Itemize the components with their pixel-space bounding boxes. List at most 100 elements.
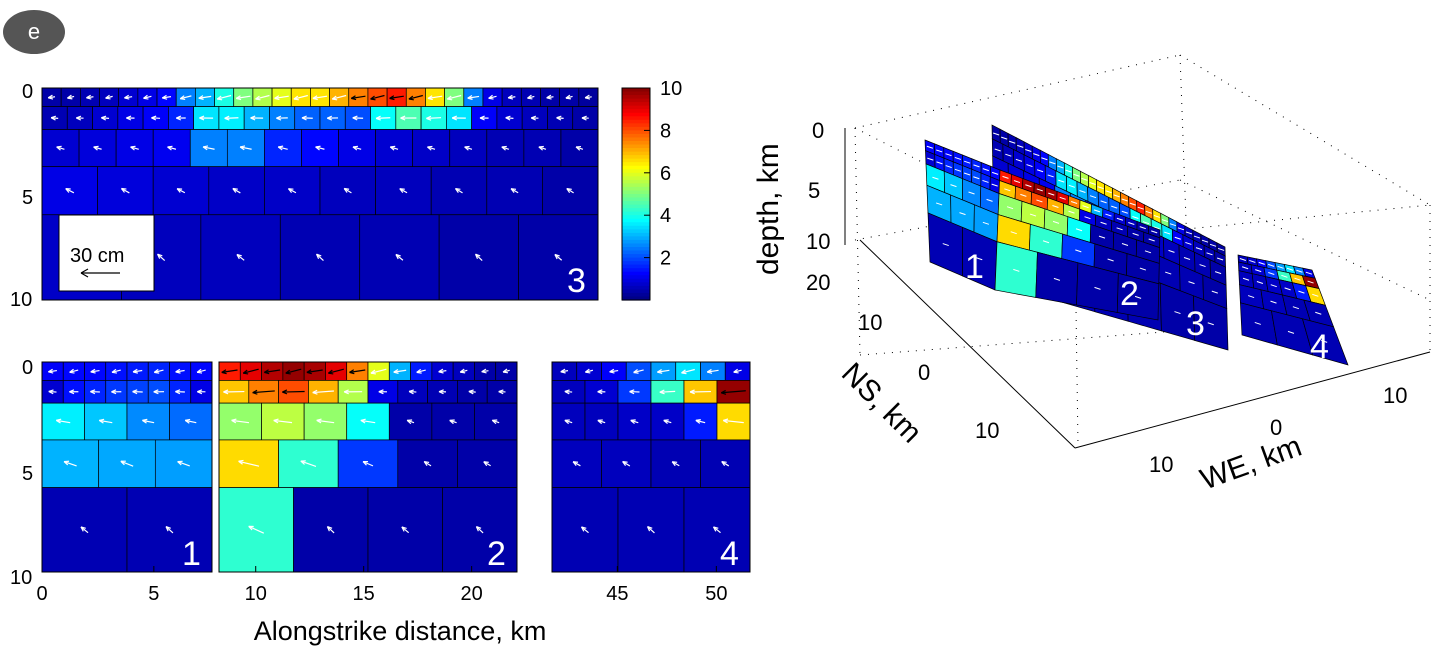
slip-arrow-head xyxy=(468,389,474,395)
slip-arrow-head xyxy=(50,115,57,121)
slip-arrow-3d xyxy=(1153,226,1160,230)
slip-arrow-3d xyxy=(973,176,980,180)
slip-arrow-head xyxy=(597,419,603,425)
slip-arrow-head xyxy=(264,369,270,375)
segment-label-3d: 2 xyxy=(1120,275,1139,313)
colorbar-step xyxy=(622,126,650,131)
slip-arrow-3d xyxy=(1153,214,1160,218)
slip-arrow-head xyxy=(597,389,603,395)
colorbar-step xyxy=(622,119,650,124)
colorbar-step xyxy=(622,289,650,294)
slip-arrow-head xyxy=(451,115,458,121)
segment-label-1: 1 xyxy=(182,535,201,573)
z-axis-title: depth, km xyxy=(752,143,785,275)
slip-arrow-3d xyxy=(1002,175,1009,179)
slip-arrow-3d xyxy=(1053,277,1061,281)
slip-arrow-head xyxy=(375,115,381,121)
slip-arrow-head xyxy=(76,115,82,121)
fault-surface-2 xyxy=(994,169,1161,321)
slip-arrow-head xyxy=(196,368,203,374)
slip-arrow-head xyxy=(560,368,566,374)
slip-arrow-3d xyxy=(927,157,934,161)
colorbar-tick-label: 10 xyxy=(660,78,682,100)
slip-arrow-head xyxy=(581,115,587,121)
slip-arrow-3d xyxy=(964,160,971,164)
slip-arrow xyxy=(349,369,366,373)
slip-arrow-3d xyxy=(1214,271,1222,275)
slip-arrow-3d xyxy=(1185,231,1193,235)
slip-arrow-3d xyxy=(1004,188,1011,192)
colorbar-step xyxy=(622,197,650,202)
slip-arrow-3d xyxy=(1033,153,1040,157)
slip-arrow-head xyxy=(80,526,86,532)
slip-arrow-head xyxy=(663,419,669,425)
slip-arrow-3d xyxy=(1036,199,1043,203)
slip-arrow-3d xyxy=(1041,157,1048,161)
slip-arrow xyxy=(389,95,404,99)
y-tick-label: 0 xyxy=(22,81,33,103)
y-tick-label: 5 xyxy=(22,187,33,209)
colorbar-step xyxy=(622,282,650,287)
slip-arrow-head xyxy=(315,145,321,151)
slip-arrow-head xyxy=(633,368,639,374)
slip-arrow-3d xyxy=(1132,232,1139,236)
slip-arrow-3d xyxy=(1068,184,1076,188)
slip-arrow-3d xyxy=(1296,269,1303,273)
slip-arrow-3d xyxy=(1121,243,1129,246)
slip-arrow-head xyxy=(629,389,635,395)
slip-arrow xyxy=(273,419,293,424)
slip-arrow-3d xyxy=(954,168,962,172)
slip-arrow xyxy=(447,94,462,100)
slip-arrow-head xyxy=(67,94,73,100)
slip-arrow-head xyxy=(483,461,489,467)
scale-arrow-box: 30 cm xyxy=(58,214,155,292)
slip-arrow-head xyxy=(370,369,376,375)
segment-label-3d: 3 xyxy=(1186,305,1205,343)
slip-arrow-3d xyxy=(1094,286,1101,290)
slip-arrow-head xyxy=(474,253,481,260)
colorbar-step xyxy=(622,204,650,209)
slip-arrow-head xyxy=(175,368,181,374)
colorbar-step xyxy=(622,190,650,195)
slip-arrow-head xyxy=(142,418,148,424)
z-tick-label: 5 xyxy=(808,178,820,203)
slip-arrow-head xyxy=(554,253,560,260)
slip-arrow-3d xyxy=(1093,209,1101,213)
slip-arrow-head xyxy=(733,368,739,374)
slip-arrow xyxy=(252,390,275,394)
slip-arrow-head xyxy=(556,115,562,121)
slip-arrow-head xyxy=(630,419,636,425)
slip-arrow-3d xyxy=(954,156,961,160)
panel-frame xyxy=(218,361,518,573)
slip-arrow xyxy=(360,419,376,424)
segment-label-2: 2 xyxy=(487,535,506,573)
slip-arrow-3d xyxy=(1151,230,1158,234)
slip-arrow-head xyxy=(184,418,191,424)
slip-arrow xyxy=(467,95,480,99)
slip-arrow-3d xyxy=(1139,267,1147,271)
fault-3d-view xyxy=(844,54,1431,449)
slip-arrow xyxy=(707,369,719,373)
colorbar-step xyxy=(622,236,650,241)
slip-arrow-head xyxy=(120,460,126,466)
slip-arrow-3d xyxy=(1277,265,1284,269)
slip-arrow-head xyxy=(423,460,430,467)
slip-arrow-head xyxy=(491,419,498,425)
slip-arrow-head xyxy=(153,368,160,374)
colorbar-step xyxy=(622,254,650,259)
colorbar-step xyxy=(622,201,650,206)
fault-panel-2 xyxy=(218,361,518,573)
slip-arrow-3d xyxy=(1207,322,1214,326)
slip-arrow-3d xyxy=(1199,264,1206,268)
we-tick-label: 10 xyxy=(1383,383,1407,408)
slip-arrow xyxy=(306,369,323,373)
slip-arrow-3d xyxy=(986,198,993,202)
slip-arrow-3d xyxy=(1052,220,1060,224)
slip-arrow-head xyxy=(426,115,432,121)
slip-arrow-head xyxy=(179,95,186,101)
slip-arrow-3d xyxy=(1048,192,1055,196)
we-tick-label: 10 xyxy=(1149,452,1173,477)
slip-arrow xyxy=(248,525,265,534)
slip-arrow-head xyxy=(153,389,159,395)
z-tick-label: 20 xyxy=(806,270,830,295)
